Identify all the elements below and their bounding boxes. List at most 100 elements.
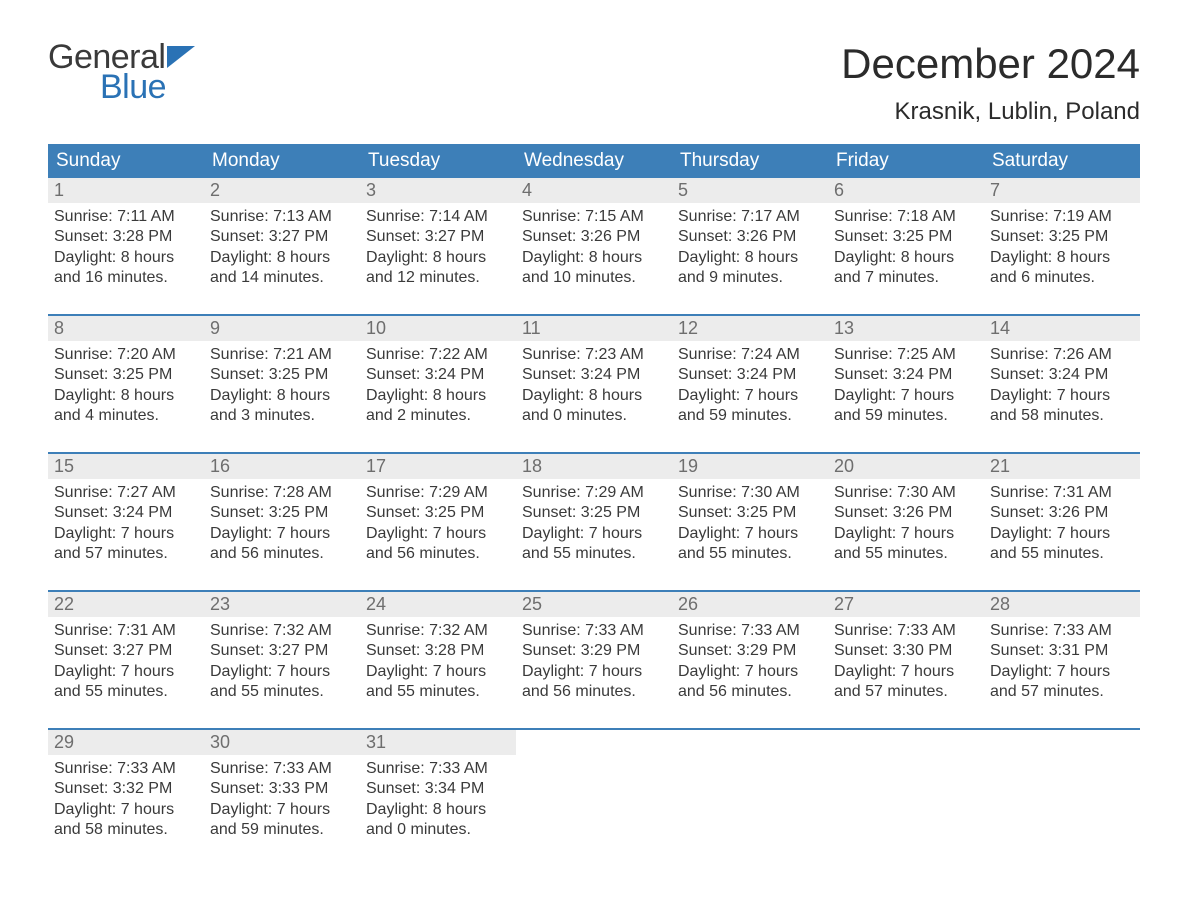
day-details: Sunrise: 7:30 AMSunset: 3:25 PMDaylight:… — [672, 479, 828, 569]
day-number-row: 6 — [828, 178, 984, 203]
sunrise-text: Sunrise: 7:15 AM — [522, 207, 666, 227]
sunrise-text: Sunrise: 7:13 AM — [210, 207, 354, 227]
daylight-line2: and 55 minutes. — [366, 682, 510, 702]
sunset-text: Sunset: 3:25 PM — [54, 365, 198, 385]
day-number-row: 1 — [48, 178, 204, 203]
calendar-day: 20Sunrise: 7:30 AMSunset: 3:26 PMDayligh… — [828, 454, 984, 572]
calendar-day — [516, 730, 672, 848]
weekday-header: Friday — [828, 144, 984, 178]
day-number-row: 4 — [516, 178, 672, 203]
day-details: Sunrise: 7:26 AMSunset: 3:24 PMDaylight:… — [984, 341, 1140, 431]
calendar-week: 8Sunrise: 7:20 AMSunset: 3:25 PMDaylight… — [48, 314, 1140, 434]
calendar-day: 21Sunrise: 7:31 AMSunset: 3:26 PMDayligh… — [984, 454, 1140, 572]
calendar-day: 18 Sunrise: 7:29 AMSunset: 3:25 PMDayligh… — [516, 454, 672, 572]
calendar-day: 19Sunrise: 7:30 AMSunset: 3:25 PMDayligh… — [672, 454, 828, 572]
daylight-line2: and 14 minutes. — [210, 268, 354, 288]
calendar-day: 27Sunrise: 7:33 AMSunset: 3:30 PMDayligh… — [828, 592, 984, 710]
day-details: Sunrise: 7:33 AMSunset: 3:32 PMDaylight:… — [48, 755, 204, 845]
daylight-line2: and 56 minutes. — [678, 682, 822, 702]
day-number: 27 — [834, 594, 854, 614]
daylight-line2: and 56 minutes. — [522, 682, 666, 702]
day-number: 6 — [834, 180, 844, 200]
daylight-line1: Daylight: 7 hours — [990, 386, 1134, 406]
day-number-row: 14 — [984, 316, 1140, 341]
day-details: Sunrise: 7:19 AMSunset: 3:25 PMDaylight:… — [984, 203, 1140, 293]
logo-flag-icon — [167, 46, 195, 68]
day-number: 24 — [366, 594, 386, 614]
sunset-text: Sunset: 3:26 PM — [990, 503, 1134, 523]
weekday-header: Sunday — [48, 144, 204, 178]
daylight-line1: Daylight: 7 hours — [210, 800, 354, 820]
day-number: 28 — [990, 594, 1010, 614]
sunrise-text: Sunrise: 7:22 AM — [366, 345, 510, 365]
daylight-line2: and 0 minutes. — [366, 820, 510, 840]
calendar-day: 29Sunrise: 7:33 AMSunset: 3:32 PMDayligh… — [48, 730, 204, 848]
day-number: 16 — [210, 456, 230, 476]
calendar-week: 22Sunrise: 7:31 AMSunset: 3:27 PMDayligh… — [48, 590, 1140, 710]
sunrise-text: Sunrise: 7:17 AM — [678, 207, 822, 227]
calendar-day: 10Sunrise: 7:22 AMSunset: 3:24 PMDayligh… — [360, 316, 516, 434]
daylight-line2: and 57 minutes. — [990, 682, 1134, 702]
daylight-line2: and 59 minutes. — [210, 820, 354, 840]
daylight-line1: Daylight: 8 hours — [366, 800, 510, 820]
day-number-row: 26 — [672, 592, 828, 617]
calendar: SundayMondayTuesdayWednesdayThursdayFrid… — [48, 144, 1140, 848]
daylight-line2: and 12 minutes. — [366, 268, 510, 288]
day-number-row: 25 — [516, 592, 672, 617]
day-number-row: 27 — [828, 592, 984, 617]
day-details: Sunrise: 7:18 AMSunset: 3:25 PMDaylight:… — [828, 203, 984, 293]
calendar-day — [672, 730, 828, 848]
weekday-header: Thursday — [672, 144, 828, 178]
day-number: 14 — [990, 318, 1010, 338]
daylight-line1: Daylight: 7 hours — [678, 386, 822, 406]
calendar-day: 5Sunrise: 7:17 AMSunset: 3:26 PMDaylight… — [672, 178, 828, 296]
daylight-line1: Daylight: 7 hours — [834, 386, 978, 406]
calendar-day: 12Sunrise: 7:24 AMSunset: 3:24 PMDayligh… — [672, 316, 828, 434]
calendar-day: 4Sunrise: 7:15 AMSunset: 3:26 PMDaylight… — [516, 178, 672, 296]
daylight-line2: and 55 minutes. — [678, 544, 822, 564]
sunset-text: Sunset: 3:25 PM — [210, 365, 354, 385]
sunset-text: Sunset: 3:29 PM — [678, 641, 822, 661]
day-details: Sunrise: 7:32 AMSunset: 3:27 PMDaylight:… — [204, 617, 360, 707]
sunset-text: Sunset: 3:30 PM — [834, 641, 978, 661]
sunset-text: Sunset: 3:31 PM — [990, 641, 1134, 661]
daylight-line2: and 59 minutes. — [834, 406, 978, 426]
day-number-row: 18 — [516, 454, 672, 479]
sunset-text: Sunset: 3:27 PM — [54, 641, 198, 661]
day-number-row: 16 — [204, 454, 360, 479]
sunset-text: Sunset: 3:24 PM — [54, 503, 198, 523]
day-details: Sunrise: 7:31 AMSunset: 3:27 PMDaylight:… — [48, 617, 204, 707]
sunrise-text: Sunrise: 7:29 AM — [522, 483, 666, 503]
sunset-text: Sunset: 3:28 PM — [54, 227, 198, 247]
daylight-line1: Daylight: 8 hours — [210, 386, 354, 406]
day-number: 9 — [210, 318, 220, 338]
day-details: Sunrise: 7:25 AMSunset: 3:24 PMDaylight:… — [828, 341, 984, 431]
day-number-row: 9 — [204, 316, 360, 341]
sunset-text: Sunset: 3:24 PM — [366, 365, 510, 385]
calendar-day: 7Sunrise: 7:19 AMSunset: 3:25 PMDaylight… — [984, 178, 1140, 296]
daylight-line1: Daylight: 8 hours — [990, 248, 1134, 268]
day-number-row: 17 — [360, 454, 516, 479]
sunrise-text: Sunrise: 7:27 AM — [54, 483, 198, 503]
daylight-line1: Daylight: 8 hours — [834, 248, 978, 268]
daylight-line1: Daylight: 8 hours — [54, 386, 198, 406]
sunset-text: Sunset: 3:25 PM — [522, 503, 666, 523]
day-number: 11 — [522, 318, 541, 338]
day-number: 15 — [54, 456, 74, 476]
sunset-text: Sunset: 3:34 PM — [366, 779, 510, 799]
day-number-row: 19 — [672, 454, 828, 479]
day-number-row: 11 — [516, 316, 672, 341]
daylight-line1: Daylight: 8 hours — [366, 386, 510, 406]
day-details: Sunrise: 7:14 AMSunset: 3:27 PMDaylight:… — [360, 203, 516, 293]
day-details: Sunrise: 7:29 AMSunset: 3:25 PMDaylight:… — [516, 479, 672, 569]
calendar-week: 1Sunrise: 7:11 AMSunset: 3:28 PMDaylight… — [48, 178, 1140, 296]
day-number: 18 — [522, 456, 542, 476]
sunrise-text: Sunrise: 7:14 AM — [366, 207, 510, 227]
sunrise-text: Sunrise: 7:33 AM — [210, 759, 354, 779]
sunset-text: Sunset: 3:28 PM — [366, 641, 510, 661]
sunset-text: Sunset: 3:25 PM — [990, 227, 1134, 247]
day-number: 31 — [366, 732, 386, 752]
day-number: 2 — [210, 180, 220, 200]
daylight-line2: and 6 minutes. — [990, 268, 1134, 288]
calendar-day — [828, 730, 984, 848]
